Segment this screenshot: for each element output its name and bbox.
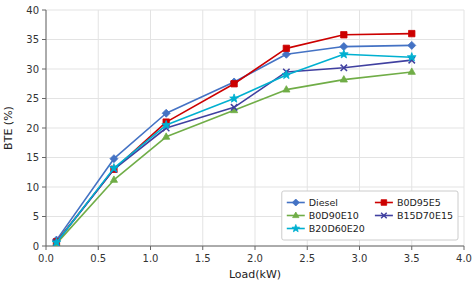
tick-label: 1.5	[195, 253, 211, 264]
tick-label: 0.0	[38, 253, 54, 264]
legend-label: Diesel	[309, 197, 338, 208]
tick	[42, 216, 46, 217]
marker	[162, 109, 170, 117]
marker	[110, 176, 117, 182]
y-axis-line	[46, 10, 47, 246]
tick-label: 40	[26, 5, 39, 16]
tick	[42, 98, 46, 99]
marker	[282, 70, 291, 78]
line	[56, 72, 411, 244]
grid-line	[46, 39, 464, 40]
legend-marker	[292, 199, 299, 206]
tick-label: 10	[26, 182, 39, 193]
legend: Diesel B0D95E5 B0D90E10 B15D70E15 B20D60E20	[282, 191, 458, 240]
legend-item: B20D60E20	[287, 223, 365, 234]
tick-label: 0.5	[90, 253, 106, 264]
marker	[340, 76, 347, 82]
marker	[409, 30, 415, 36]
x-axis-line	[46, 246, 464, 247]
legend-item: B0D90E10	[287, 210, 359, 221]
legend-marker	[381, 200, 387, 206]
legend-label: B0D95E5	[397, 197, 441, 208]
legend-item: Diesel	[287, 197, 338, 208]
grid	[46, 10, 464, 246]
marker	[163, 133, 170, 139]
tick	[150, 246, 151, 250]
tick-label: 15	[26, 152, 39, 163]
tick	[42, 246, 46, 247]
tick-label: 4.0	[456, 253, 472, 264]
tick	[359, 246, 360, 250]
marker	[408, 68, 415, 74]
grid-line	[46, 98, 464, 99]
marker	[283, 86, 290, 92]
marker	[341, 65, 347, 71]
marker	[52, 238, 61, 246]
tick-label: 2.5	[299, 253, 315, 264]
tick-label: 1.0	[143, 253, 159, 264]
tick	[411, 246, 412, 250]
tick	[42, 39, 46, 40]
tick-label: 20	[26, 123, 39, 134]
tick-label: 0	[33, 241, 39, 252]
tick	[42, 69, 46, 70]
grid-line	[46, 10, 47, 246]
tick-label: 35	[26, 34, 39, 45]
tick	[42, 128, 46, 129]
grid-line	[46, 10, 464, 11]
legend-label: B15D70E15	[397, 210, 453, 221]
tick-label: 30	[26, 64, 39, 75]
line	[56, 54, 411, 242]
chart: 0.0 0.5 1.0 1.5 2.0 2.5 3.0 3.5 4.0 0 5 10 15 20 25 30 3…	[0, 0, 474, 284]
marker	[162, 120, 171, 128]
marker	[339, 50, 348, 58]
tick	[42, 187, 46, 188]
marker	[110, 164, 119, 172]
tick	[255, 246, 256, 250]
tick	[46, 246, 47, 250]
legend-label: B0D90E10	[309, 210, 359, 221]
marker	[283, 45, 289, 51]
legend-label: B20D60E20	[309, 223, 365, 234]
grid-line	[46, 128, 464, 129]
line	[56, 45, 411, 240]
legend-marker	[292, 224, 300, 231]
tick	[98, 246, 99, 250]
line	[56, 34, 411, 242]
grid-line	[46, 157, 464, 158]
marker	[341, 32, 347, 38]
marker	[230, 78, 238, 86]
marker	[230, 94, 239, 102]
legend-frame	[282, 191, 458, 240]
tick	[202, 246, 203, 250]
marker	[407, 53, 416, 61]
marker	[110, 155, 118, 163]
tick-label: 25	[26, 93, 39, 104]
marker	[231, 104, 237, 110]
axes: 0.0 0.5 1.0 1.5 2.0 2.5 3.0 3.5 4.0 0 5 10 15 20 25 30 3…	[26, 5, 472, 265]
tick	[42, 10, 46, 11]
tick-label: 2.0	[247, 253, 263, 264]
y-axis-label: BTE (%)	[2, 106, 15, 150]
x-axis-label: Load(kW)	[229, 268, 281, 281]
legend-marker	[381, 213, 387, 219]
grid-line	[46, 246, 464, 247]
tick	[307, 246, 308, 250]
tick-label: 3.5	[404, 253, 420, 264]
legend-marker	[293, 212, 299, 218]
marker	[408, 41, 416, 49]
legend-item: B15D70E15	[375, 210, 453, 221]
tick	[464, 246, 465, 250]
tick-label: 3.0	[352, 253, 368, 264]
legend-item: B0D95E5	[375, 197, 441, 208]
marker	[231, 81, 237, 87]
tick	[42, 157, 46, 158]
tick-label: 5	[33, 211, 39, 222]
line	[56, 60, 411, 242]
